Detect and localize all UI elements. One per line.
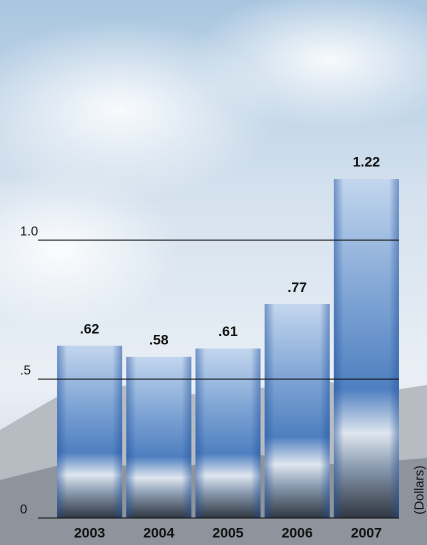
bar-shade [57,345,123,518]
x-tick-label: 2005 [212,525,243,541]
value-label: .58 [149,332,169,348]
y-tick-label: .5 [20,363,31,378]
x-tick-label: 2006 [282,525,313,541]
value-label: 1.22 [353,154,380,170]
value-label: .77 [287,279,307,295]
y-axis-label: (Dollars) [411,465,426,514]
value-label: .61 [218,323,238,339]
y-tick-label: 1.0 [20,224,38,239]
bar-shade [264,304,330,518]
cloud [0,170,180,330]
bar-shade [126,356,192,518]
x-tick-label: 2004 [143,525,174,541]
bar-shade [333,179,399,518]
y-tick-label: 0 [20,501,27,516]
bar-shade [195,348,261,518]
value-label: .62 [80,320,100,336]
x-tick-label: 2003 [74,525,105,541]
cloud [190,0,427,130]
x-tick-label: 2007 [351,525,382,541]
